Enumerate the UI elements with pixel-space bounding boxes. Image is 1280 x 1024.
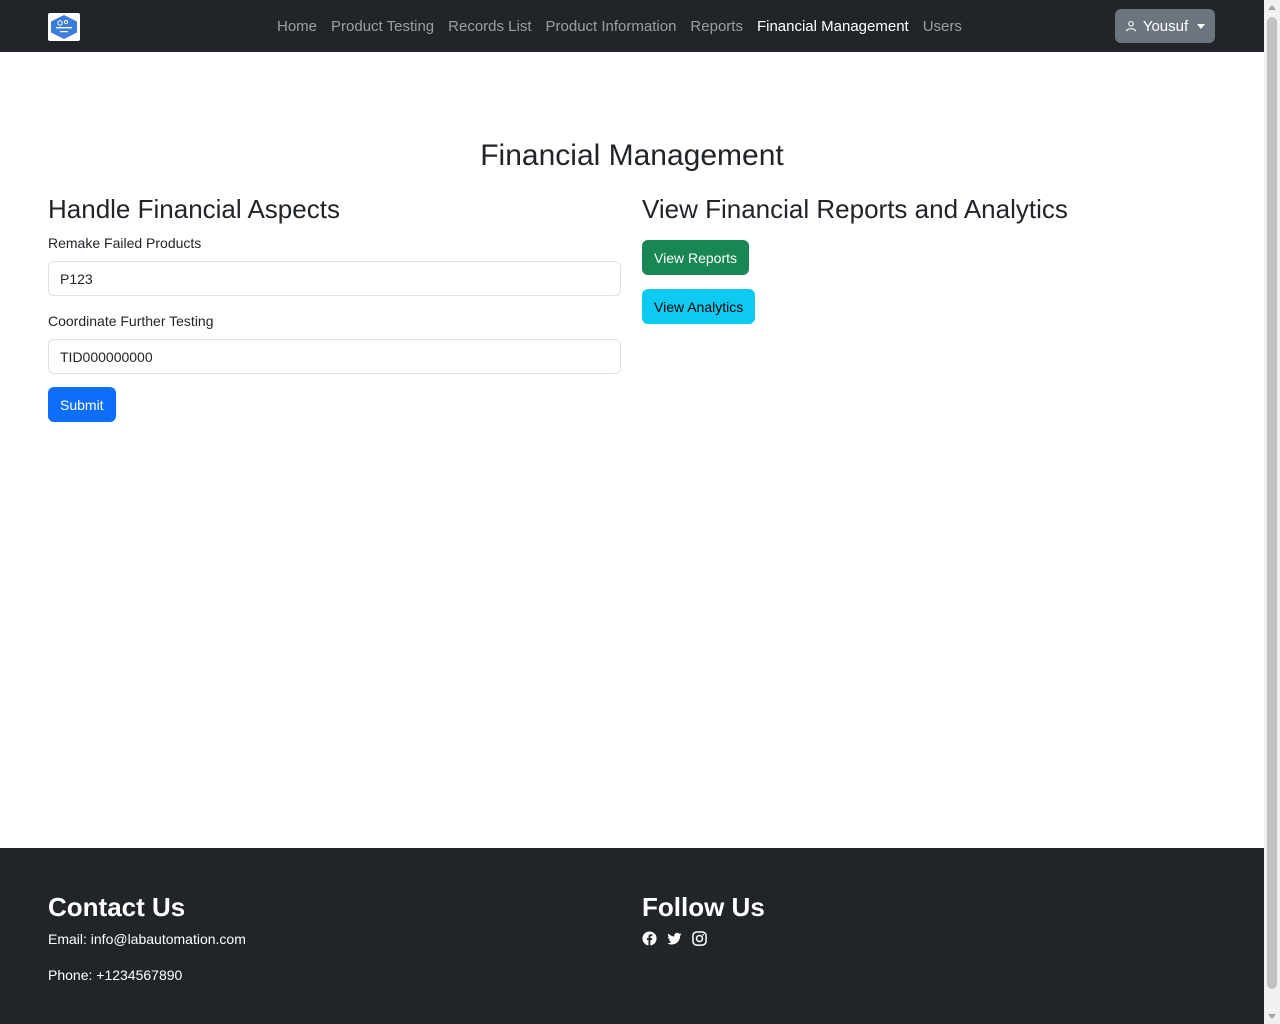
nav-product-information[interactable]: Product Information: [545, 17, 677, 35]
nav-home[interactable]: Home: [277, 17, 318, 35]
scrollbar-thumb[interactable]: [1267, 17, 1277, 989]
user-icon: [1125, 20, 1136, 32]
view-analytics-button[interactable]: View Analytics: [642, 289, 756, 324]
handle-financial-heading: Handle Financial Aspects: [48, 194, 340, 224]
submit-button[interactable]: Submit: [48, 387, 116, 422]
coordinate-further-testing-input[interactable]: [48, 339, 621, 374]
user-name: Yousuf: [1142, 17, 1189, 35]
nav-users[interactable]: Users: [922, 17, 962, 35]
vertical-scrollbar[interactable]: [1264, 0, 1280, 1024]
scroll-down-arrow-icon[interactable]: [1268, 1014, 1276, 1019]
follow-us-heading: Follow Us: [642, 892, 765, 922]
view-financial-reports-heading: View Financial Reports and Analytics: [642, 194, 1068, 224]
brand-logo[interactable]: [48, 13, 80, 41]
page-title: Financial Management: [480, 139, 784, 172]
instagram-icon[interactable]: [692, 931, 707, 946]
contact-phone: Phone: +1234567890: [48, 967, 183, 983]
lab-logo-icon: [51, 15, 77, 39]
nav-links: Home Product Testing Records List Produc…: [270, 0, 969, 52]
scroll-up-arrow-icon[interactable]: [1268, 5, 1276, 10]
nav-product-testing[interactable]: Product Testing: [331, 17, 435, 35]
top-navbar: Home Product Testing Records List Produc…: [0, 0, 1264, 52]
social-links: [642, 931, 707, 946]
user-menu-button[interactable]: Yousuf: [1115, 9, 1215, 43]
nav-reports[interactable]: Reports: [690, 17, 743, 35]
footer: Contact Us Email: info@labautomation.com…: [0, 848, 1264, 1024]
coordinate-further-testing-label: Coordinate Further Testing: [48, 313, 214, 329]
remake-failed-products-label: Remake Failed Products: [48, 235, 202, 251]
twitter-icon[interactable]: [667, 931, 682, 946]
view-reports-button[interactable]: View Reports: [642, 240, 750, 275]
chevron-down-icon: [1197, 23, 1206, 29]
remake-failed-products-input[interactable]: [48, 261, 621, 296]
facebook-icon[interactable]: [642, 931, 657, 946]
nav-records-list[interactable]: Records List: [448, 17, 532, 35]
nav-financial-management[interactable]: Financial Management: [756, 17, 909, 35]
contact-email: Email: info@labautomation.com: [48, 931, 246, 947]
contact-us-heading: Contact Us: [48, 892, 186, 922]
